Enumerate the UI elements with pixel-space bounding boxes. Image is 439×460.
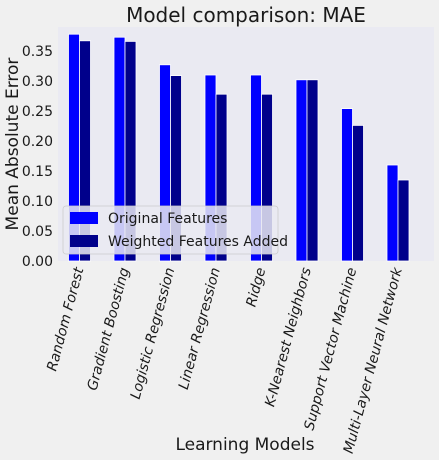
y-tick-label: 0.00 <box>22 254 53 270</box>
bar-weighted <box>261 93 273 262</box>
x-tick-label: Linear Regression <box>176 266 224 391</box>
bar-original <box>341 108 353 262</box>
x-tick-label: Gradient Boosting <box>85 266 133 392</box>
bar-weighted <box>170 75 182 262</box>
legend-box <box>62 205 279 255</box>
bar-weighted <box>306 79 319 262</box>
y-axis-label: Mean Absolute Error <box>3 58 23 231</box>
y-tick-label: 0.20 <box>22 134 53 150</box>
bar-weighted <box>397 179 410 262</box>
x-tick-label: Support Vector Machine <box>301 266 360 432</box>
legend-label-weighted: Weighted Features Added <box>108 234 288 250</box>
bar-weighted <box>215 93 228 262</box>
y-tick-label: 0.10 <box>22 194 53 210</box>
y-tick-label: 0.25 <box>22 104 53 120</box>
y-tick-label: 0.15 <box>22 164 53 180</box>
x-tick-label: K-Nearest Neighbors <box>262 266 315 409</box>
y-tick-label: 0.05 <box>22 224 53 240</box>
legend-swatch-original <box>70 212 98 224</box>
bar-original <box>295 79 308 262</box>
y-tick-label: 0.35 <box>22 44 53 60</box>
x-tick-label: Ridge <box>244 266 270 309</box>
x-tick-label: Logistic Regression <box>128 266 179 401</box>
legend: Original Features Weighted Features Adde… <box>62 205 288 255</box>
bar-weighted <box>124 41 137 262</box>
legend-swatch-weighted <box>70 235 98 247</box>
legend-label-original: Original Features <box>108 211 227 227</box>
y-tick-label: 0.30 <box>22 74 53 90</box>
x-tick-label: Random Forest <box>44 265 87 372</box>
bar-weighted <box>352 125 364 262</box>
x-axis-label: Learning Models <box>175 435 314 455</box>
chart-title: Model comparison: MAE <box>126 3 366 27</box>
bar-weighted <box>79 40 91 262</box>
bar-original <box>386 164 399 262</box>
